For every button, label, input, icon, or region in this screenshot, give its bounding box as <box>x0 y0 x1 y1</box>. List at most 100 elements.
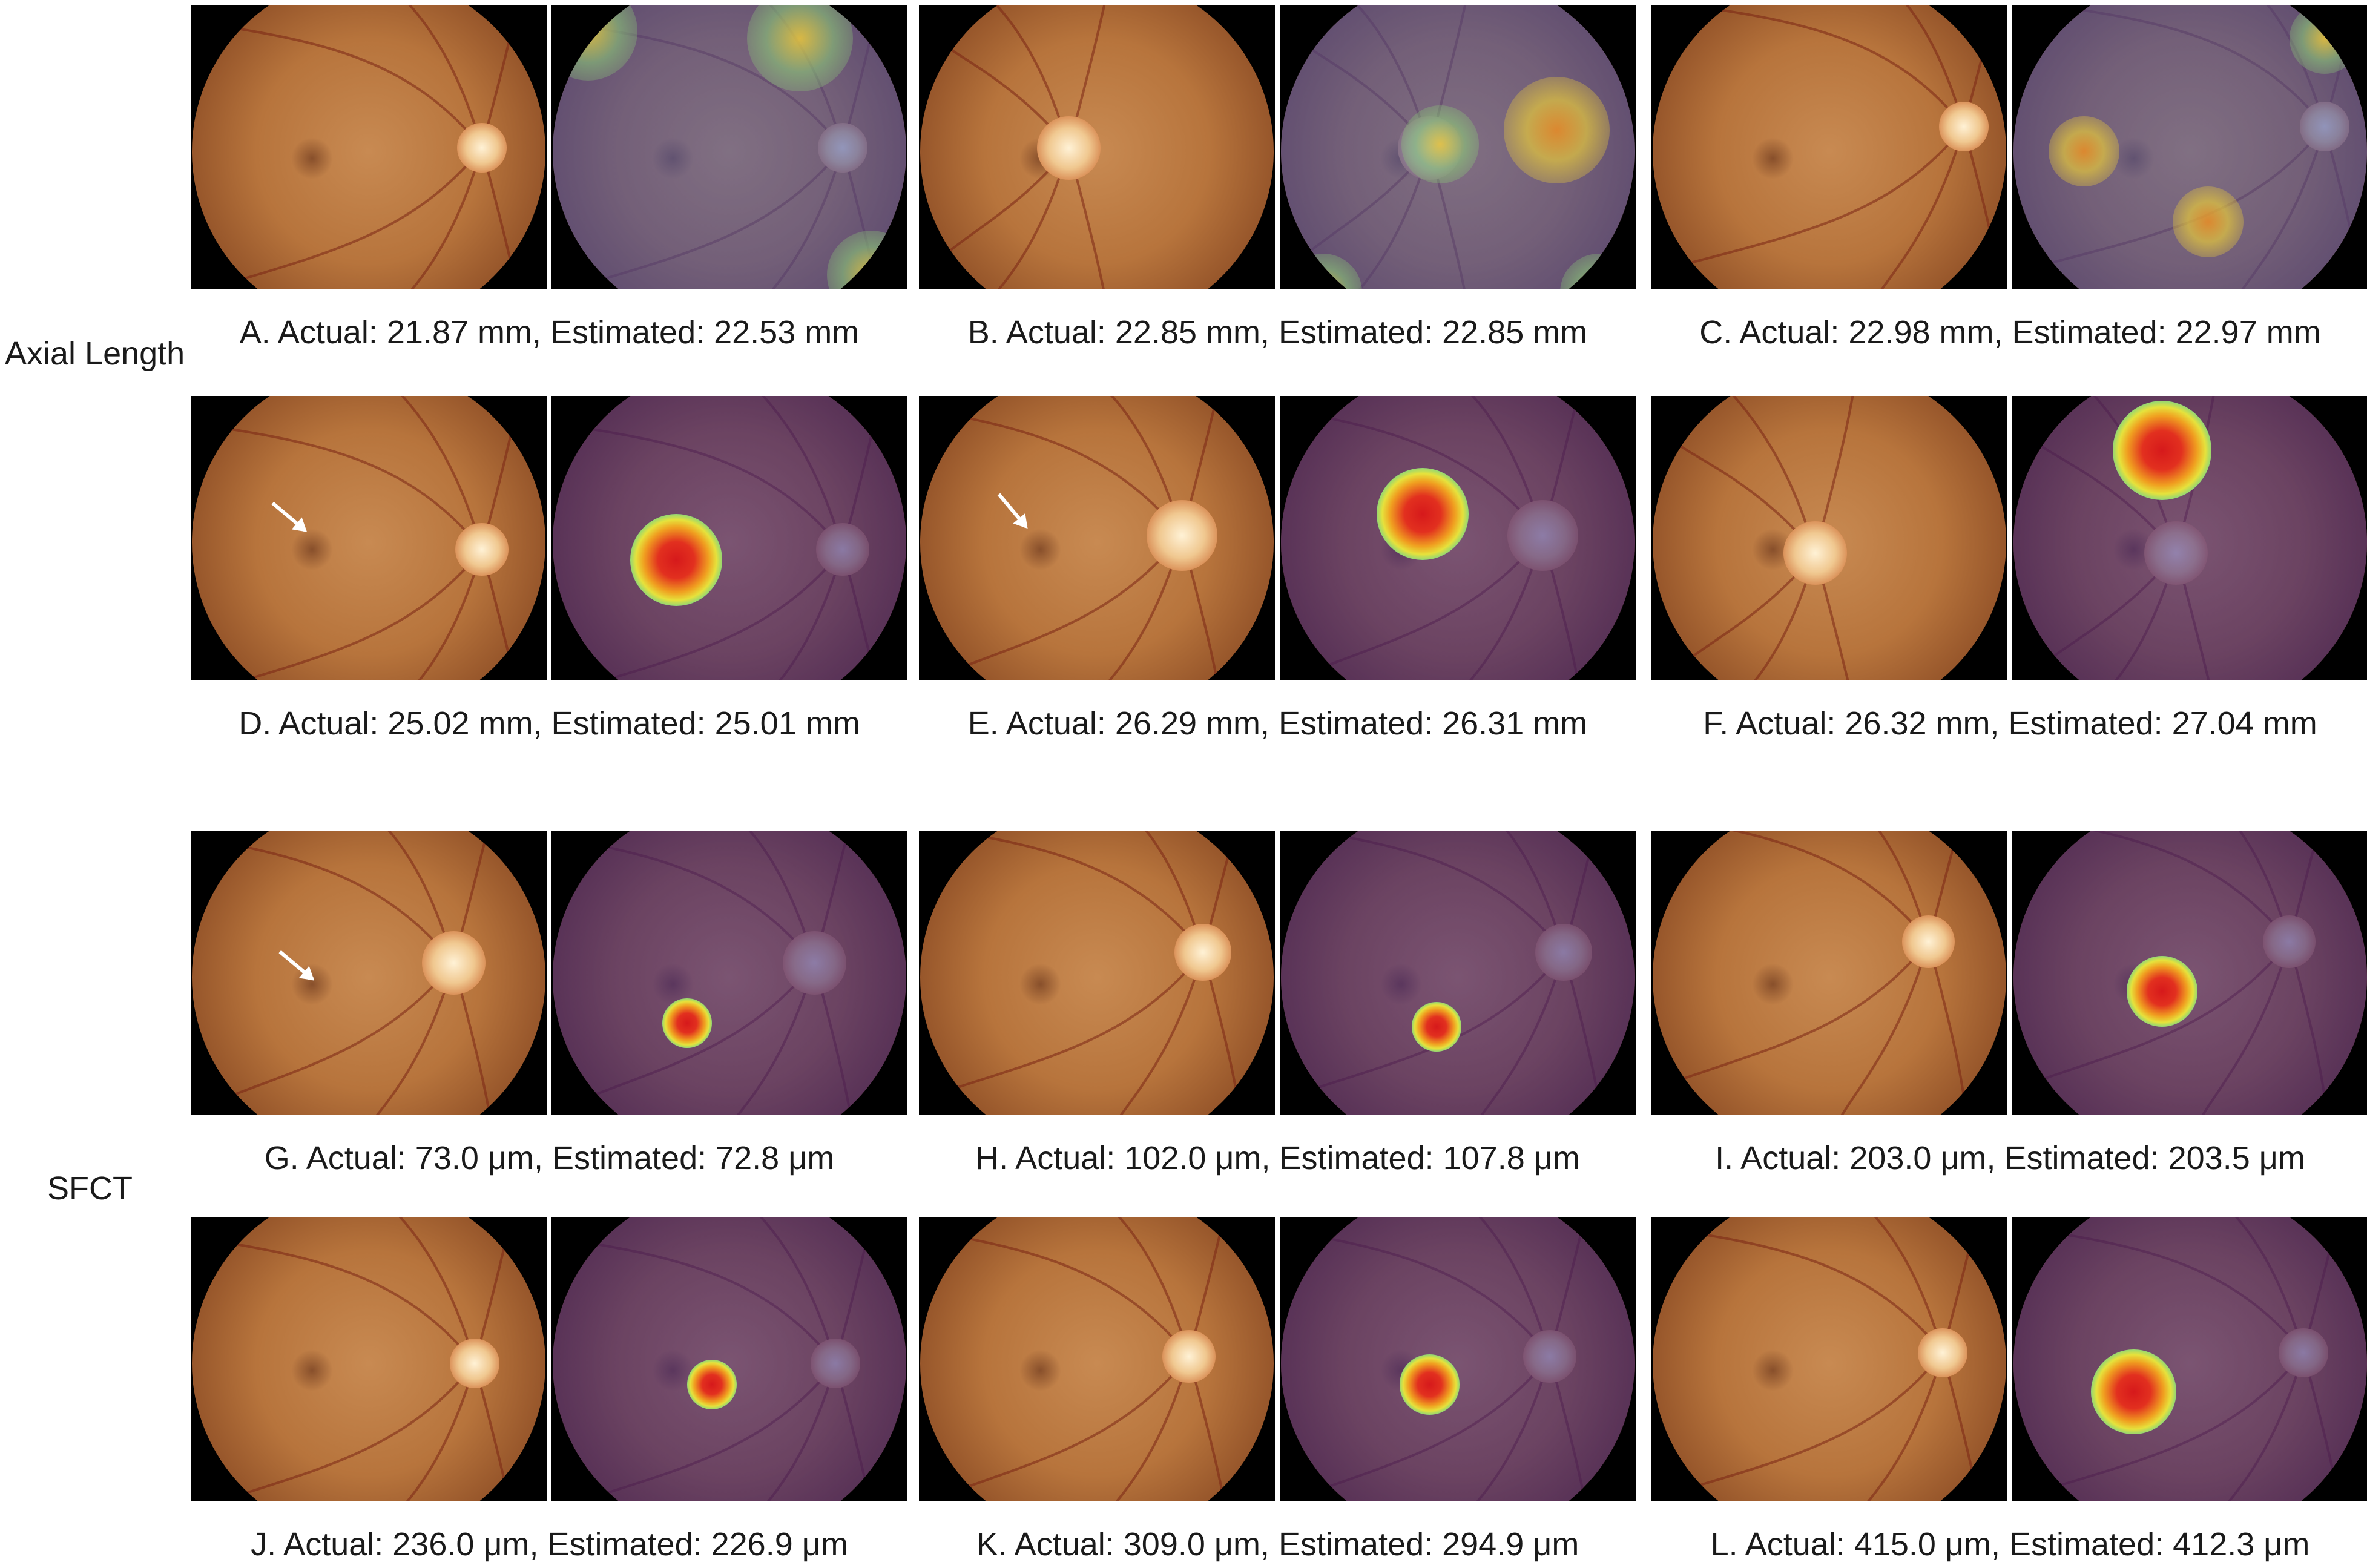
activation-hotspot <box>1401 105 1480 183</box>
vessel-path <box>401 396 483 550</box>
fundus-photo <box>1651 1217 2007 1501</box>
optic-disc <box>1174 924 1231 981</box>
retinal-vessels <box>1667 396 1854 680</box>
vessel-path <box>1668 552 1817 680</box>
vessel-path <box>410 147 483 289</box>
vessel-path <box>1814 396 1854 554</box>
heatmap-overlay <box>2012 5 2367 289</box>
vessel-path <box>387 831 455 964</box>
fundus-photo <box>919 5 1275 289</box>
fundus-photo <box>919 831 1275 1115</box>
panel-caption: L. Actual: 415.0 μm, Estimated: 412.3 μm <box>1710 1526 2310 1563</box>
heatmap-overlay <box>551 5 907 289</box>
panel-e: E. Actual: 26.29 mm, Estimated: 26.31 mm <box>919 396 1636 742</box>
vessel-path <box>406 1363 476 1501</box>
panel-c: C. Actual: 22.98 mm, Estimated: 22.97 mm <box>1651 5 2367 351</box>
fundus-circle <box>192 831 545 1115</box>
vessel-path <box>1067 147 1105 289</box>
fundus-circle <box>1653 5 2006 289</box>
vessel-path <box>407 5 483 148</box>
retinal-vessels <box>209 1217 513 1501</box>
optic-disc <box>1146 499 1217 571</box>
panel-caption: J. Actual: 236.0 μm, Estimated: 226.9 μm <box>251 1526 848 1563</box>
retinal-vessels <box>1670 1217 1980 1501</box>
fundus-circle <box>2013 1217 2367 1501</box>
vessel-path <box>1187 1217 1226 1357</box>
activation-hotspot <box>2172 186 2244 258</box>
optic-disc <box>1901 915 1955 969</box>
vessel-path <box>1905 5 1965 127</box>
fundus-photo <box>1651 831 2007 1115</box>
panel-caption: D. Actual: 25.02 mm, Estimated: 25.01 mm <box>239 705 860 742</box>
vessel-path <box>417 549 483 680</box>
vessel-path <box>480 549 516 680</box>
panel-caption: K. Actual: 309.0 μm, Estimated: 294.9 μm <box>976 1526 1579 1563</box>
vessel-path <box>1187 1356 1226 1501</box>
vessel-path <box>1729 831 1930 943</box>
vessel-path <box>1180 396 1219 536</box>
fundus-photo <box>1651 5 2007 289</box>
fundus-circle <box>920 5 1274 289</box>
heatmap-tint <box>1281 1217 1635 1501</box>
vessel-path <box>1067 5 1106 148</box>
fundus-circle <box>1281 5 1635 289</box>
vessel-path <box>1670 1352 1944 1496</box>
panel-caption: C. Actual: 22.98 mm, Estimated: 22.97 mm <box>1699 314 2321 351</box>
heatmap-overlay <box>1280 1217 1636 1501</box>
fundus-circle <box>553 5 906 289</box>
vessel-path <box>1202 831 1236 953</box>
optic-disc <box>450 1339 500 1388</box>
activation-hotspot <box>1399 1354 1460 1415</box>
panel-j: J. Actual: 236.0 μm, Estimated: 226.9 μm <box>191 1217 908 1563</box>
panel-caption: E. Actual: 26.29 mm, Estimated: 26.31 mm <box>967 705 1588 742</box>
fundus-circle <box>192 5 545 289</box>
heatmap-overlay <box>551 396 907 680</box>
vessel-path <box>452 963 492 1115</box>
fundus-photo <box>191 396 547 680</box>
fundus-photo <box>191 1217 547 1501</box>
heatmap-tint <box>1281 831 1635 1115</box>
vessel-path <box>1144 831 1205 953</box>
optic-disc <box>1162 1329 1216 1383</box>
panel-g: G. Actual: 73.0 μm, Estimated: 72.8 μm <box>191 831 908 1176</box>
heatmap-overlay <box>551 1217 907 1501</box>
retinal-vessels <box>209 396 521 680</box>
image-pair <box>919 396 1636 680</box>
image-pair <box>1651 1217 2367 1501</box>
vessel-path <box>1927 831 1960 943</box>
vessel-path <box>1180 535 1219 680</box>
vessel-path <box>1866 1352 1944 1501</box>
activation-hotspot <box>747 5 854 91</box>
vessel-path <box>994 5 1070 148</box>
fundus-circle <box>553 1217 906 1501</box>
panel-k: K. Actual: 309.0 μm, Estimated: 294.9 μm <box>919 1217 1636 1563</box>
activation-hotspot <box>686 1360 737 1409</box>
fundus-circle <box>1653 396 2006 680</box>
fundus-circle <box>920 396 1274 680</box>
vessel-path <box>1941 1217 1979 1354</box>
vessel-path <box>239 548 483 680</box>
panel-caption: G. Actual: 73.0 μm, Estimated: 72.8 μm <box>264 1140 835 1176</box>
activation-hotspot <box>2049 116 2120 187</box>
vessel-path <box>473 1363 511 1501</box>
retinal-vessels <box>1670 831 1968 1115</box>
vessel-path <box>1814 552 1849 680</box>
image-pair <box>1651 5 2367 289</box>
fundus-circle <box>920 1217 1274 1501</box>
vessel-path <box>942 831 1204 954</box>
panel-i: I. Actual: 203.0 μm, Estimated: 203.5 μm <box>1651 831 2367 1176</box>
vessel-path <box>375 963 455 1115</box>
optic-disc <box>421 931 486 995</box>
fundus-circle <box>2013 396 2367 680</box>
row-label-axial-length: Axial Length <box>5 335 185 372</box>
vessel-path <box>937 1356 1190 1499</box>
vessel-path <box>480 147 518 289</box>
optic-disc <box>1036 116 1101 180</box>
panel-h: H. Actual: 102.0 μm, Estimated: 107.8 μm <box>919 831 1636 1176</box>
fundus-photo <box>191 831 547 1115</box>
optic-disc <box>455 522 509 576</box>
vessel-path <box>216 1362 476 1501</box>
retinal-vessels <box>209 5 519 289</box>
vessel-path <box>1667 428 1817 554</box>
fundus-circle <box>1281 1217 1635 1501</box>
